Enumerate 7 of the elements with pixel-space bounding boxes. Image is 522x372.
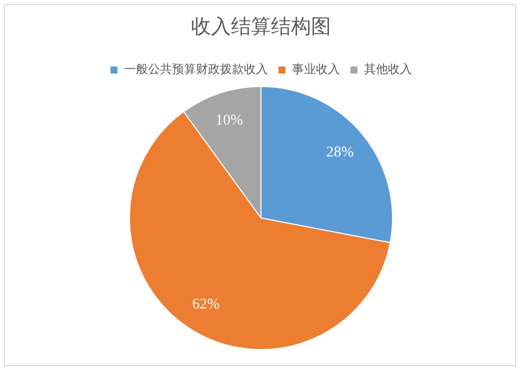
data-label: 10%: [216, 112, 244, 128]
chart-title: 收入结算结构图: [191, 14, 331, 38]
data-label: 28%: [326, 144, 354, 161]
legend-label: 事业收入: [292, 62, 340, 76]
legend-label: 其他收入: [364, 62, 412, 76]
legend-label: 一般公共预算财政拨款收入: [124, 62, 268, 76]
data-label: 62%: [192, 296, 220, 313]
